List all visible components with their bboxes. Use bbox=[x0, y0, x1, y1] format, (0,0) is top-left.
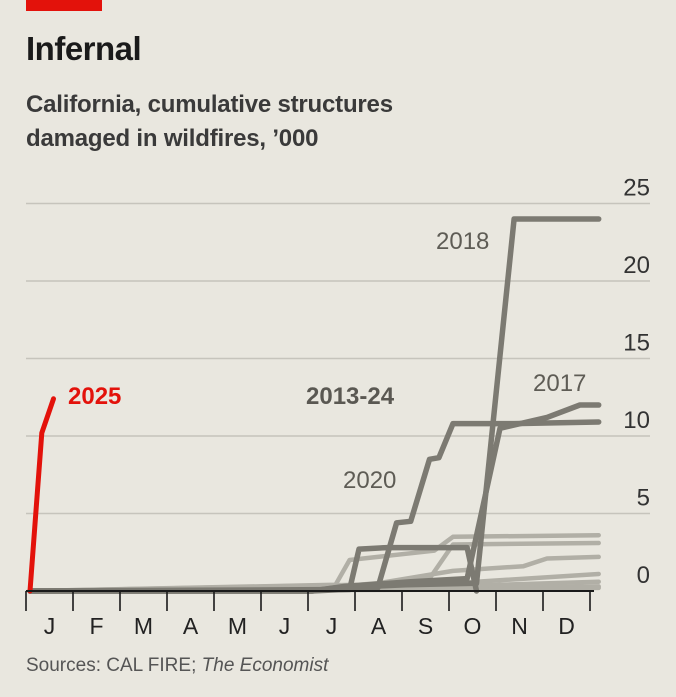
y-tick-label: 10 bbox=[623, 407, 650, 434]
x-tick-label: M bbox=[228, 613, 247, 639]
series-line-2017 bbox=[27, 402, 602, 594]
x-tick-label: N bbox=[511, 613, 528, 639]
chart-title: Infernal bbox=[26, 30, 142, 67]
source-prefix: Sources: CAL FIRE; bbox=[26, 655, 202, 676]
y-tick-label: 15 bbox=[623, 330, 650, 357]
x-axis bbox=[25, 590, 594, 611]
subtitle-line-1: California, cumulative structures bbox=[26, 91, 393, 118]
label-2018: 2018 bbox=[436, 228, 489, 255]
x-tick-label: D bbox=[558, 613, 575, 639]
brand-accent-bar bbox=[26, 0, 102, 11]
x-tick-label: F bbox=[89, 613, 103, 639]
y-tick-label: 25 bbox=[623, 175, 650, 202]
series-line-2020 bbox=[27, 419, 602, 594]
y-tick-label: 0 bbox=[637, 562, 650, 589]
grid-layer bbox=[26, 202, 650, 515]
label-2025: 2025 bbox=[68, 383, 121, 410]
x-tick-label: J bbox=[279, 613, 291, 639]
y-tick-label: 5 bbox=[637, 485, 650, 512]
label-2017: 2017 bbox=[533, 370, 586, 397]
label-2013-24: 2013-24 bbox=[306, 383, 395, 410]
subtitle-line-2: damaged in wildfires, ’000 bbox=[26, 125, 319, 152]
chart-subtitle: California, cumulative structures damage… bbox=[26, 88, 486, 156]
x-tick-label: S bbox=[418, 613, 433, 639]
x-tick-label: A bbox=[371, 613, 387, 639]
source-publication: The Economist bbox=[201, 655, 329, 676]
x-tick-label: M bbox=[134, 613, 153, 639]
x-tick-label: J bbox=[326, 613, 338, 639]
history-light-lines bbox=[27, 532, 601, 594]
x-tick-label: O bbox=[464, 613, 482, 639]
label-2020: 2020 bbox=[343, 467, 396, 494]
source-note: Sources: CAL FIRE; The Economist bbox=[26, 655, 328, 677]
series-line-2025 bbox=[27, 396, 56, 594]
series-line-unlabelled-3 bbox=[27, 544, 480, 594]
highlight-line-layer bbox=[27, 396, 56, 594]
y-tick-label: 20 bbox=[623, 252, 650, 279]
x-tick-label: A bbox=[183, 613, 199, 639]
x-tick-label: J bbox=[44, 613, 56, 639]
